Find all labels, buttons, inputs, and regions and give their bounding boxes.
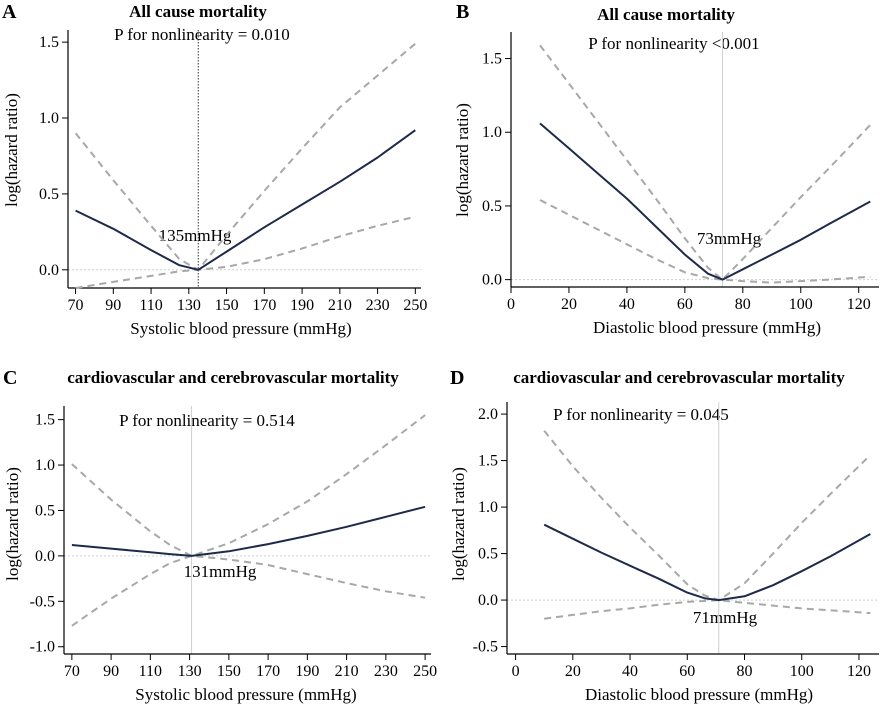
y-tick-label: -1.0 [30, 639, 55, 656]
estimate-line [75, 129, 416, 271]
chart-annotation: P for nonlinearity = 0.045 [553, 405, 729, 424]
panel-d: D cardiovascular and cerebrovascular mor… [449, 367, 879, 704]
knot-label: 71mmHg [693, 608, 758, 627]
x-tick-label: 190 [290, 297, 314, 314]
panel-c: C cardiovascular and cerebrovascular mor… [3, 367, 437, 704]
x-tick-label: 110 [139, 297, 162, 314]
plot-area-c: 70 90 110 130 150 170 190 210 230 250 -1.0 -0.5 0.0 0… [30, 406, 437, 680]
y-tick-label: 0.0 [35, 548, 55, 565]
y-tick-label: 0.0 [478, 592, 498, 609]
knot-label: 135mmHg [159, 226, 232, 245]
chart-title: All cause mortality [129, 2, 267, 21]
y-tick-label: 1.5 [482, 51, 502, 68]
y-tick-label: 1.0 [482, 124, 502, 141]
panel-a: A All cause mortality P for nonlinearity… [2, 1, 427, 338]
estimate-line [543, 523, 871, 602]
x-tick-label: 80 [735, 296, 751, 313]
y-tick-label: 0.0 [482, 272, 502, 289]
chart-title: All cause mortality [597, 5, 735, 24]
x-tick-label: 170 [256, 663, 280, 680]
panel-label: D [450, 367, 464, 389]
estimate-line [539, 122, 871, 281]
knot-label: 73mmHg [697, 229, 762, 248]
lower-ci-line [75, 215, 416, 289]
upper-ci-line [74, 42, 416, 271]
x-tick-label: 230 [374, 663, 398, 680]
y-tick-label: -0.5 [473, 639, 498, 656]
y-tick-label: 1.0 [35, 457, 55, 474]
y-axis-label: log(hazard ratio) [453, 103, 472, 217]
y-tick-label: 1.5 [35, 412, 55, 429]
x-tick-label: 120 [847, 296, 871, 313]
chart-title: cardiovascular and cerebrovascular morta… [67, 368, 399, 387]
x-tick-label: 80 [737, 663, 753, 680]
upper-ci-line [539, 44, 872, 281]
x-tick-label: 250 [413, 663, 437, 680]
x-tick-label: 0 [507, 296, 515, 313]
panel-label: C [3, 367, 17, 389]
x-tick-label: 170 [252, 297, 276, 314]
chart-annotation: P for nonlinearity = 0.514 [119, 411, 295, 430]
panel-label: B [456, 1, 469, 23]
y-axis-label: log(hazard ratio) [449, 467, 468, 581]
x-tick-label: 100 [790, 663, 814, 680]
x-axis-label: Diastolic blood pressure (mmHg) [593, 318, 821, 337]
y-tick-label: 0.5 [35, 502, 55, 519]
x-tick-label: 90 [103, 663, 119, 680]
x-tick-label: 0 [512, 663, 520, 680]
x-tick-label: 130 [178, 663, 202, 680]
x-tick-label: 250 [403, 297, 427, 314]
y-tick-label: 0.5 [478, 546, 498, 563]
upper-ci-line [543, 430, 872, 602]
x-tick-label: 120 [847, 663, 871, 680]
y-tick-label: 0.0 [39, 262, 59, 279]
y-tick-label: 0.5 [39, 186, 59, 203]
y-tick-label: 1.0 [39, 110, 59, 127]
upper-ci-line [71, 414, 426, 557]
x-tick-label: 40 [622, 663, 638, 680]
estimate-line [71, 505, 426, 557]
chart-annotation: P for nonlinearity <0.001 [588, 34, 759, 53]
x-axis-label: Systolic blood pressure (mmHg) [135, 685, 356, 704]
x-tick-label: 70 [68, 297, 84, 314]
x-axis-label: Systolic blood pressure (mmHg) [130, 319, 351, 338]
x-tick-label: 210 [335, 663, 359, 680]
x-tick-label: 110 [139, 663, 162, 680]
x-tick-label: 60 [677, 296, 693, 313]
panel-b: B All cause mortality P for nonlinearity… [453, 1, 879, 337]
x-tick-label: 40 [619, 296, 635, 313]
y-tick-label: -0.5 [30, 593, 55, 610]
x-tick-label: 230 [366, 297, 390, 314]
lower-ci-line [544, 599, 871, 620]
x-axis-label: Diastolic blood pressure (mmHg) [585, 685, 813, 704]
plot-area-b: 0 20 40 60 80 100 120 0.0 0.5 1.0 1.5 [482, 32, 879, 313]
y-tick-label: 1.0 [478, 499, 498, 516]
y-axis-label: log(hazard ratio) [3, 467, 22, 581]
x-tick-label: 20 [565, 663, 581, 680]
x-tick-label: 90 [105, 297, 121, 314]
panel-label: A [2, 1, 17, 23]
y-tick-label: 0.5 [482, 198, 502, 215]
y-axis-label: log(hazard ratio) [2, 93, 21, 207]
x-tick-label: 210 [328, 297, 352, 314]
x-tick-label: 150 [215, 297, 239, 314]
y-tick-label: 1.5 [478, 453, 498, 470]
x-tick-label: 190 [295, 663, 319, 680]
plot-area-a: 70 90 110 130 150 170 190 210 230 250 0.0 0.5 1.0 1.5 [39, 30, 427, 314]
plot-area-d: 0 20 40 60 80 100 120 -0.5 0.0 0.5 1.0 1.5 2.0 [473, 402, 879, 680]
y-tick-label: 1.5 [39, 34, 59, 51]
chart-title: cardiovascular and cerebrovascular morta… [513, 368, 845, 387]
lower-ci-line [539, 199, 871, 284]
y-tick-label: 2.0 [478, 406, 498, 423]
x-tick-label: 150 [217, 663, 241, 680]
knot-label: 131mmHg [184, 562, 257, 581]
x-tick-label: 60 [679, 663, 695, 680]
lower-ci-line [71, 554, 426, 627]
x-tick-label: 100 [789, 296, 813, 313]
chart-annotation: P for nonlinearity = 0.010 [114, 25, 290, 44]
x-tick-label: 20 [561, 296, 577, 313]
x-tick-label: 130 [177, 297, 201, 314]
x-tick-label: 70 [64, 663, 80, 680]
